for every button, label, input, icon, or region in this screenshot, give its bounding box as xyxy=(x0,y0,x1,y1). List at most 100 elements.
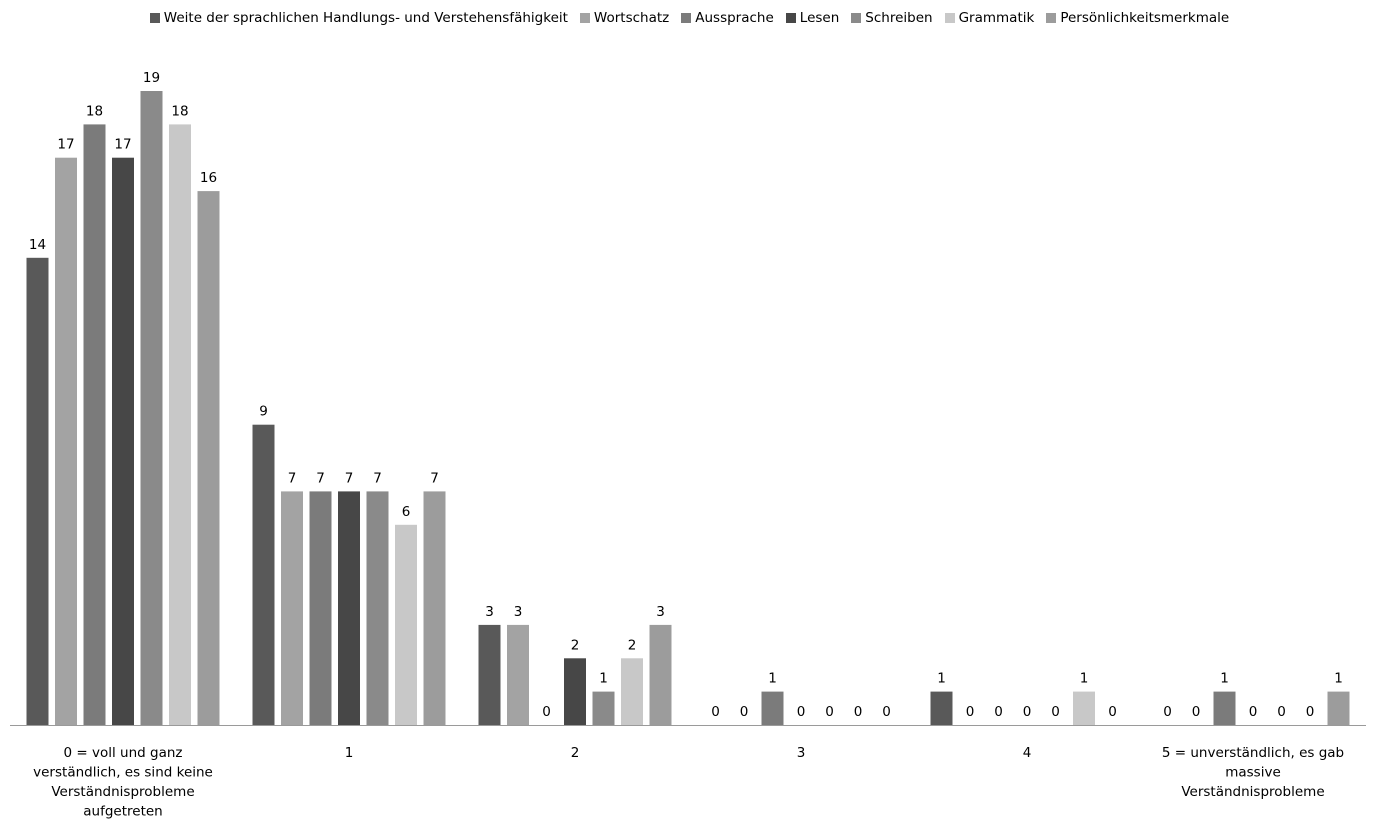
data-label: 0 xyxy=(1249,704,1258,720)
category-label: 0 = voll und ganz verständlich, es sind k… xyxy=(33,745,213,820)
data-label: 6 xyxy=(402,504,411,520)
legend-label: Grammatik xyxy=(958,10,1035,26)
data-label: 7 xyxy=(316,470,325,486)
bar xyxy=(83,124,106,725)
bar xyxy=(197,191,220,726)
data-label: 0 xyxy=(740,704,749,720)
data-label: 0 xyxy=(1051,704,1060,720)
data-label: 17 xyxy=(57,137,74,153)
category-label: 1 xyxy=(345,745,354,761)
legend-item: Grammatik xyxy=(944,10,1035,26)
category-label-line: 2 xyxy=(571,745,580,761)
bar xyxy=(112,157,134,725)
data-label: 1 xyxy=(1334,671,1343,687)
bar xyxy=(281,491,303,725)
data-label: 3 xyxy=(656,604,665,620)
legend: Weite der sprachlichen Handlungs- und Ve… xyxy=(0,6,1379,30)
bar xyxy=(478,624,501,725)
data-label: 3 xyxy=(514,604,523,620)
data-label: 2 xyxy=(628,637,637,653)
data-label: 0 xyxy=(1306,704,1315,720)
data-label: 14 xyxy=(29,237,46,253)
category-label-line: 0 = voll und ganz xyxy=(64,745,183,761)
legend-label: Weite der sprachlichen Handlungs- und Ve… xyxy=(163,10,568,26)
legend-item: Persönlichkeitsmerkmale xyxy=(1046,10,1229,26)
category-label-line: Verständnisprobleme xyxy=(1181,784,1324,800)
data-label: 0 xyxy=(825,704,834,720)
data-label: 7 xyxy=(430,470,439,486)
category-label-line: 4 xyxy=(1023,745,1032,761)
data-label: 1 xyxy=(937,671,946,687)
bar xyxy=(1327,691,1350,725)
data-label: 0 xyxy=(994,704,1003,720)
category-label-line: Verständnisprobleme xyxy=(51,784,194,800)
category-label-line: 3 xyxy=(797,745,806,761)
category-label-line: 1 xyxy=(345,745,354,761)
bar xyxy=(592,691,615,725)
data-label: 2 xyxy=(571,637,580,653)
bar xyxy=(761,691,784,725)
bar xyxy=(395,524,417,725)
category-label: 4 xyxy=(1023,745,1032,761)
legend-item: Schreiben xyxy=(851,10,933,26)
bar xyxy=(930,691,953,725)
data-label: 0 xyxy=(854,704,863,720)
bar xyxy=(140,91,163,725)
data-label: 1 xyxy=(599,671,608,687)
data-label: 16 xyxy=(200,170,217,186)
legend-label: Persönlichkeitsmerkmale xyxy=(1060,10,1230,26)
data-label: 1 xyxy=(1220,671,1229,687)
data-label: 0 xyxy=(882,704,891,720)
data-label: 19 xyxy=(143,70,160,86)
data-label: 0 xyxy=(966,704,975,720)
bar xyxy=(26,257,49,725)
data-label: 7 xyxy=(288,470,297,486)
category-label-line: 5 = unverständlich, es gab xyxy=(1162,745,1344,761)
category-label: 5 = unverständlich, es gab massive Verstän… xyxy=(1162,745,1344,800)
legend-item: Lesen xyxy=(785,10,840,26)
data-label: 1 xyxy=(1080,671,1089,687)
bar xyxy=(309,491,332,725)
bar xyxy=(1213,691,1236,725)
category-label-line: verständlich, es sind keine xyxy=(33,765,213,781)
data-label: 0 xyxy=(711,704,720,720)
bar xyxy=(423,491,446,725)
legend-swatch xyxy=(851,13,862,23)
data-label: 0 xyxy=(1192,704,1201,720)
data-label: 0 xyxy=(1108,704,1117,720)
data-label: 0 xyxy=(1023,704,1032,720)
legend-swatch xyxy=(785,13,796,23)
bar xyxy=(649,624,672,725)
bar xyxy=(252,424,275,725)
bar xyxy=(621,658,643,725)
data-label: 1 xyxy=(768,671,777,687)
legend-item: Aussprache xyxy=(681,10,774,26)
legend-swatch xyxy=(681,13,692,23)
bar xyxy=(169,124,191,725)
bar xyxy=(507,624,529,725)
data-label: 18 xyxy=(86,103,103,119)
data-label: 0 xyxy=(797,704,806,720)
bar xyxy=(1073,691,1095,725)
legend-label: Schreiben xyxy=(865,10,933,26)
legend-label: Lesen xyxy=(799,10,840,26)
legend-swatch xyxy=(149,13,160,23)
legend-item: Wortschatz xyxy=(579,10,669,26)
data-label: 0 xyxy=(542,704,551,720)
data-label: 3 xyxy=(485,604,494,620)
data-label: 0 xyxy=(1163,704,1172,720)
bar xyxy=(55,157,77,725)
data-label: 7 xyxy=(345,470,354,486)
category-label-line: massive xyxy=(1225,765,1281,781)
legend-swatch xyxy=(944,13,955,23)
bar xyxy=(338,491,360,725)
category-label-line: aufgetreten xyxy=(83,804,162,820)
data-label: 9 xyxy=(259,404,268,420)
category-label: 2 xyxy=(571,745,580,761)
category-label: 3 xyxy=(797,745,806,761)
bar xyxy=(366,491,389,725)
legend-swatch xyxy=(1046,13,1057,23)
data-label: 18 xyxy=(171,103,188,119)
data-label: 7 xyxy=(373,470,382,486)
